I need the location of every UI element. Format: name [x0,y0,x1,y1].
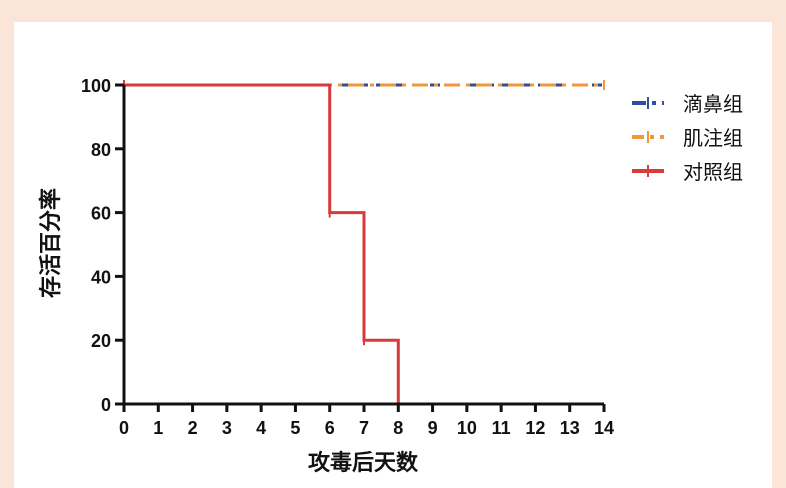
x-tick-label: 1 [153,418,163,438]
x-tick-label: 9 [428,418,438,438]
y-tick-label: 80 [91,140,111,160]
series-line-3 [124,83,400,404]
legend-label: 滴鼻组 [683,92,743,116]
y-tick-label: 100 [81,76,111,96]
x-tick-label: 3 [222,418,232,438]
x-tick-label: 6 [325,418,335,438]
legend-label: 对照组 [683,160,743,184]
legend-label: 肌注组 [683,126,743,150]
x-tick-label: 14 [594,418,614,438]
y-tick-label: 20 [91,331,111,351]
series-layer [123,80,605,409]
x-tick-label: 12 [525,418,545,438]
x-tick-label: 13 [560,418,580,438]
x-tick-label: 5 [290,418,300,438]
x-tick-label: 7 [359,418,369,438]
x-tick-label: 11 [492,418,511,438]
x-tick-label: 2 [188,418,198,438]
x-tick-label: 4 [256,418,266,438]
x-axis-title: 攻毒后天数 [308,450,419,476]
x-tick-label: 0 [119,418,129,438]
x-tick-label: 8 [393,418,403,438]
chart-panel [14,22,772,488]
x-tick-label: 10 [457,418,477,438]
y-tick-label: 40 [91,267,111,287]
y-tick-label: 60 [91,204,111,224]
y-axis-title: 存活百分率 [38,188,64,298]
y-tick-label: 0 [101,395,111,415]
